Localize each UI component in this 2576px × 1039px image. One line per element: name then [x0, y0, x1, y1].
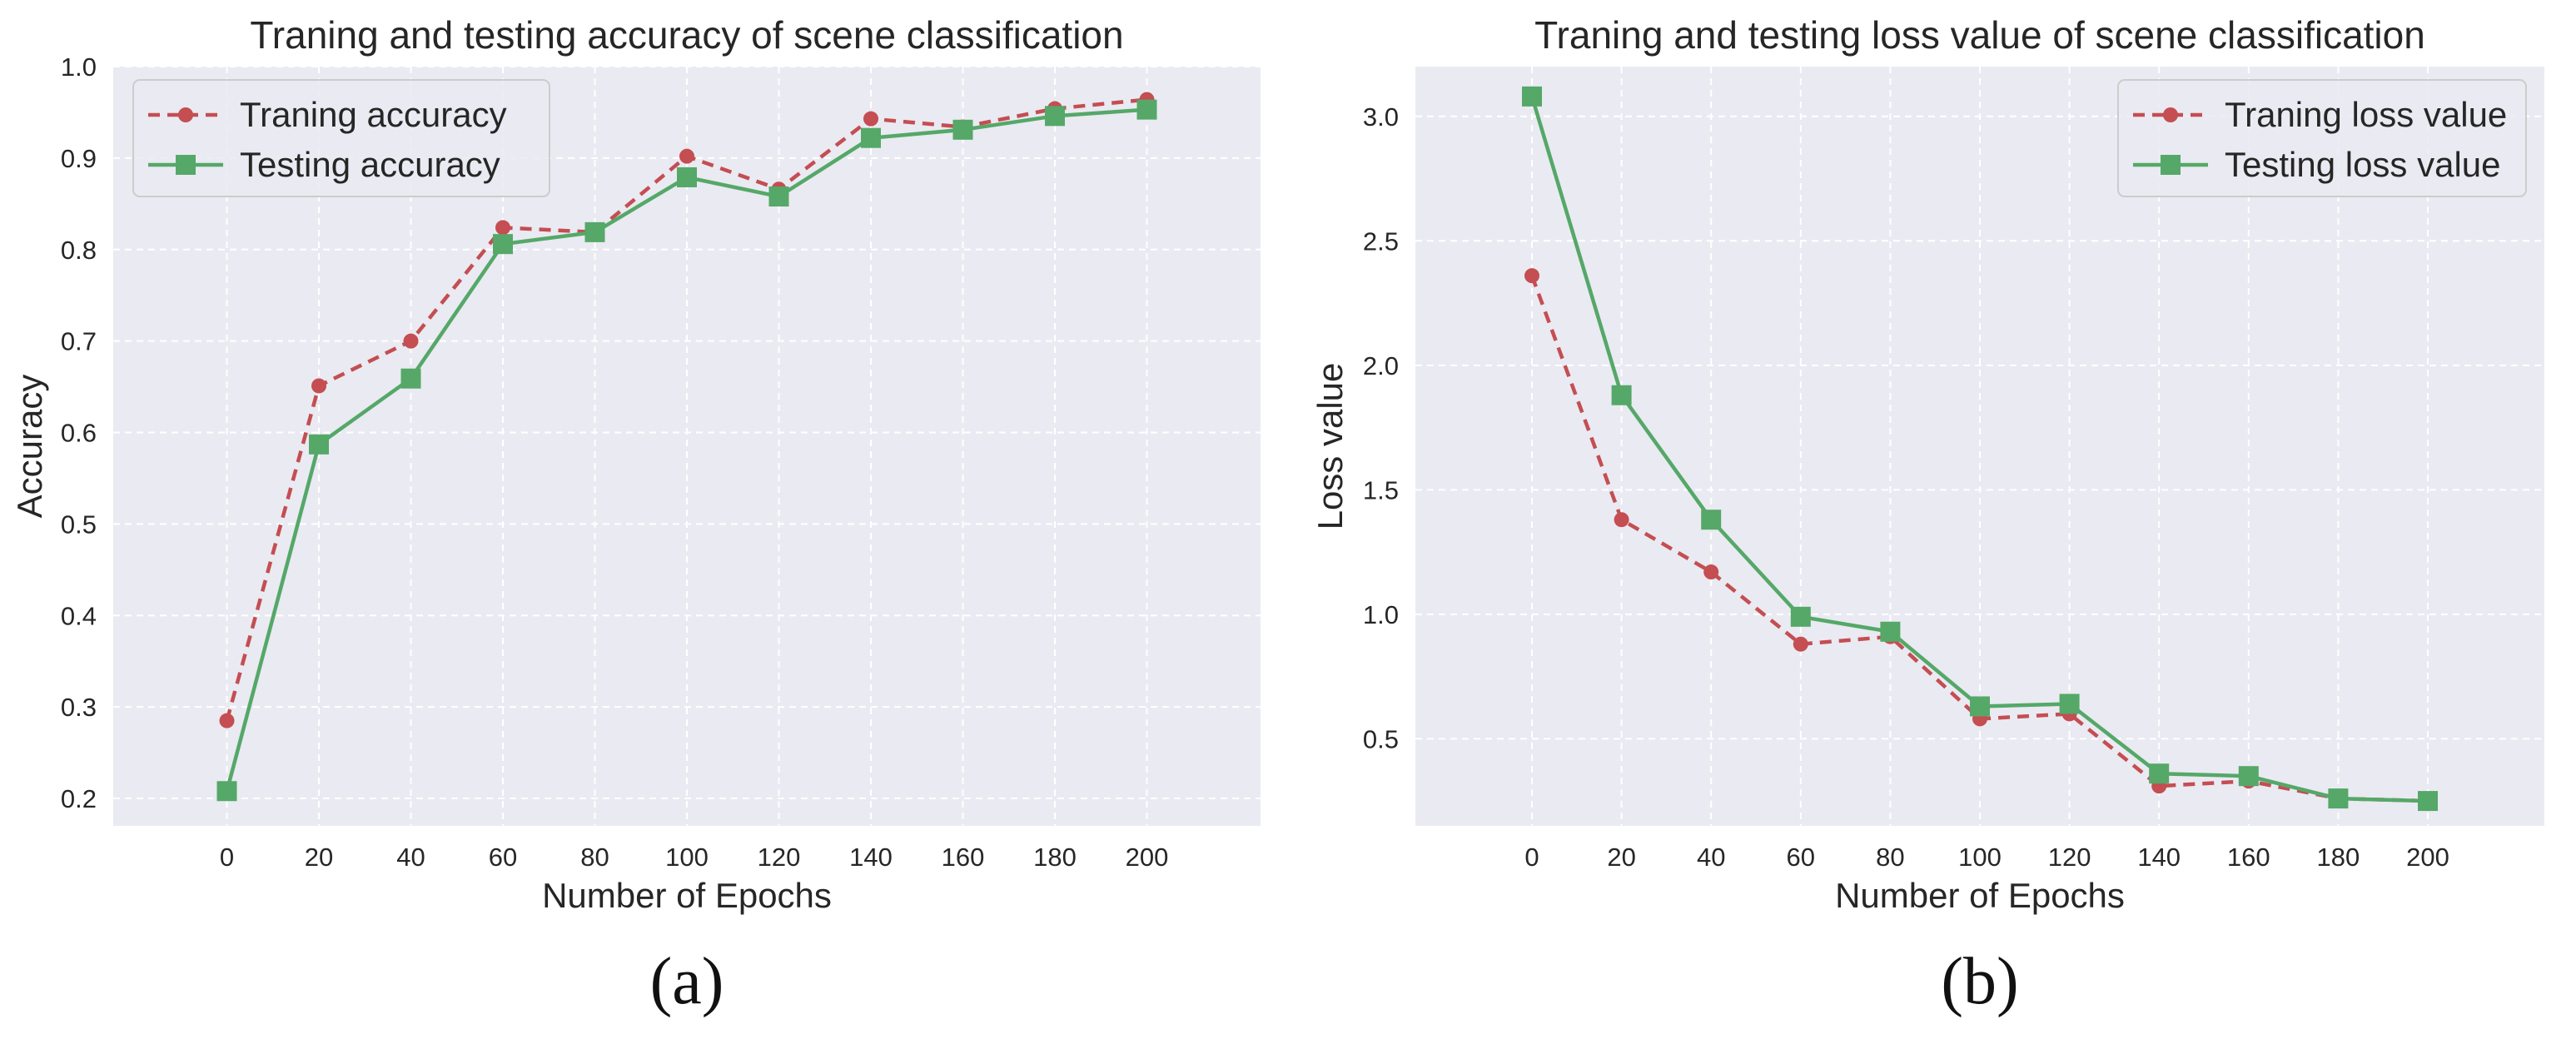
data-point-testing [2418, 791, 2438, 812]
data-point-testing [1522, 86, 1542, 107]
y-tick-label: 0.9 [61, 144, 97, 173]
legend-marker [2161, 155, 2181, 175]
x-tick-label: 80 [1876, 843, 1904, 872]
data-point-training [1793, 636, 1808, 652]
data-point-training [679, 148, 694, 164]
x-tick-label: 120 [758, 843, 801, 872]
data-point-testing [2328, 788, 2349, 809]
data-point-testing [861, 127, 881, 148]
x-tick-label: 200 [2406, 843, 2449, 872]
x-tick-label: 100 [1958, 843, 2002, 872]
x-tick-label: 60 [1787, 843, 1815, 872]
y-tick-label: 3.0 [1363, 102, 1399, 132]
legend-marker [178, 107, 193, 122]
x-axis-label: Number of Epochs [1835, 876, 2125, 915]
chart-title: Traning and testing loss value of scene … [1534, 13, 2425, 57]
data-point-testing [1611, 385, 1632, 405]
data-point-training [495, 220, 510, 236]
x-tick-label: 140 [849, 843, 893, 872]
y-tick-label: 0.3 [61, 693, 97, 722]
x-tick-label: 200 [1126, 843, 1169, 872]
y-axis-label: Accuracy [10, 375, 49, 519]
chart-panel-b: 0 20 40 60 80 100 120 140 160 180 200 0.5 1.0 1.5 2.0 2… [1310, 13, 2544, 1018]
legend: Traning accuracy Testing accuracy [132, 79, 550, 197]
y-tick-label: 0.7 [61, 327, 97, 356]
data-point-testing [1970, 696, 1990, 717]
y-tick-label: 0.2 [61, 784, 97, 813]
legend-label: Testing accuracy [240, 145, 500, 184]
x-tick-label: 0 [1524, 843, 1539, 872]
x-tick-label: 80 [580, 843, 609, 872]
chart-title: Traning and testing accuracy of scene cl… [250, 13, 1123, 57]
legend: Traning loss value Testing loss value [2117, 79, 2527, 197]
x-tick-label: 20 [1607, 843, 1635, 872]
x-tick-label: 60 [489, 843, 517, 872]
panel-label: (b) [1941, 945, 2018, 1018]
y-tick-label: 0.5 [61, 510, 97, 539]
y-tick-label: 1.0 [1363, 600, 1399, 629]
x-tick-label: 160 [942, 843, 985, 872]
legend-box [2117, 79, 2527, 197]
x-tick-label: 140 [2137, 843, 2181, 872]
data-point-testing [677, 167, 697, 187]
data-point-testing [1790, 606, 1811, 627]
x-tick-label: 20 [305, 843, 333, 872]
data-point-testing [584, 221, 605, 242]
data-point-testing [1880, 621, 1901, 642]
data-point-testing [952, 119, 973, 140]
data-point-testing [1701, 510, 1722, 530]
y-tick-label: 0.4 [61, 601, 97, 630]
x-tick-label: 100 [665, 843, 709, 872]
data-point-training [403, 333, 419, 349]
data-point-training [1703, 564, 1719, 580]
data-point-testing [1136, 99, 1157, 120]
y-axis-label: Loss value [1310, 363, 1350, 530]
data-point-testing [1045, 106, 1065, 127]
chart-panel-a: 0 20 40 60 80 100 120 140 160 180 200 0.2 0.3 0.4 0.5 0… [10, 13, 1261, 1018]
data-point-testing [400, 368, 421, 389]
data-point-testing [309, 434, 329, 455]
data-point-testing [493, 234, 513, 255]
data-point-testing [2059, 693, 2080, 714]
legend-label: Testing loss value [2225, 145, 2501, 184]
data-point-testing [2149, 763, 2170, 784]
x-tick-label: 120 [2048, 843, 2091, 872]
x-tick-label: 160 [2227, 843, 2270, 872]
legend-label: Traning loss value [2225, 95, 2507, 134]
data-point-training [863, 111, 878, 127]
x-tick-label: 40 [1697, 843, 1725, 872]
y-tick-label: 0.8 [61, 236, 97, 265]
data-point-testing [768, 186, 789, 207]
legend-marker [176, 155, 196, 175]
data-point-testing [2238, 766, 2259, 787]
legend-label: Traning accuracy [240, 95, 507, 134]
x-tick-label: 0 [220, 843, 234, 872]
x-tick-label: 180 [1033, 843, 1077, 872]
data-point-training [1524, 268, 1539, 284]
y-tick-label: 2.0 [1363, 351, 1399, 380]
x-axis-label: Number of Epochs [542, 876, 832, 915]
data-point-training [1614, 512, 1629, 528]
legend-box [132, 79, 550, 197]
legend-marker [2163, 107, 2178, 122]
data-point-training [311, 378, 326, 394]
y-tick-label: 0.6 [61, 419, 97, 448]
y-tick-label: 1.0 [61, 52, 97, 82]
y-tick-label: 2.5 [1363, 226, 1399, 256]
x-tick-label: 180 [2317, 843, 2360, 872]
y-tick-label: 0.5 [1363, 724, 1399, 753]
panel-label: (a) [650, 945, 724, 1018]
x-tick-label: 40 [396, 843, 425, 872]
data-point-testing [216, 781, 237, 802]
data-point-training [219, 713, 235, 728]
y-tick-label: 1.5 [1363, 475, 1399, 505]
